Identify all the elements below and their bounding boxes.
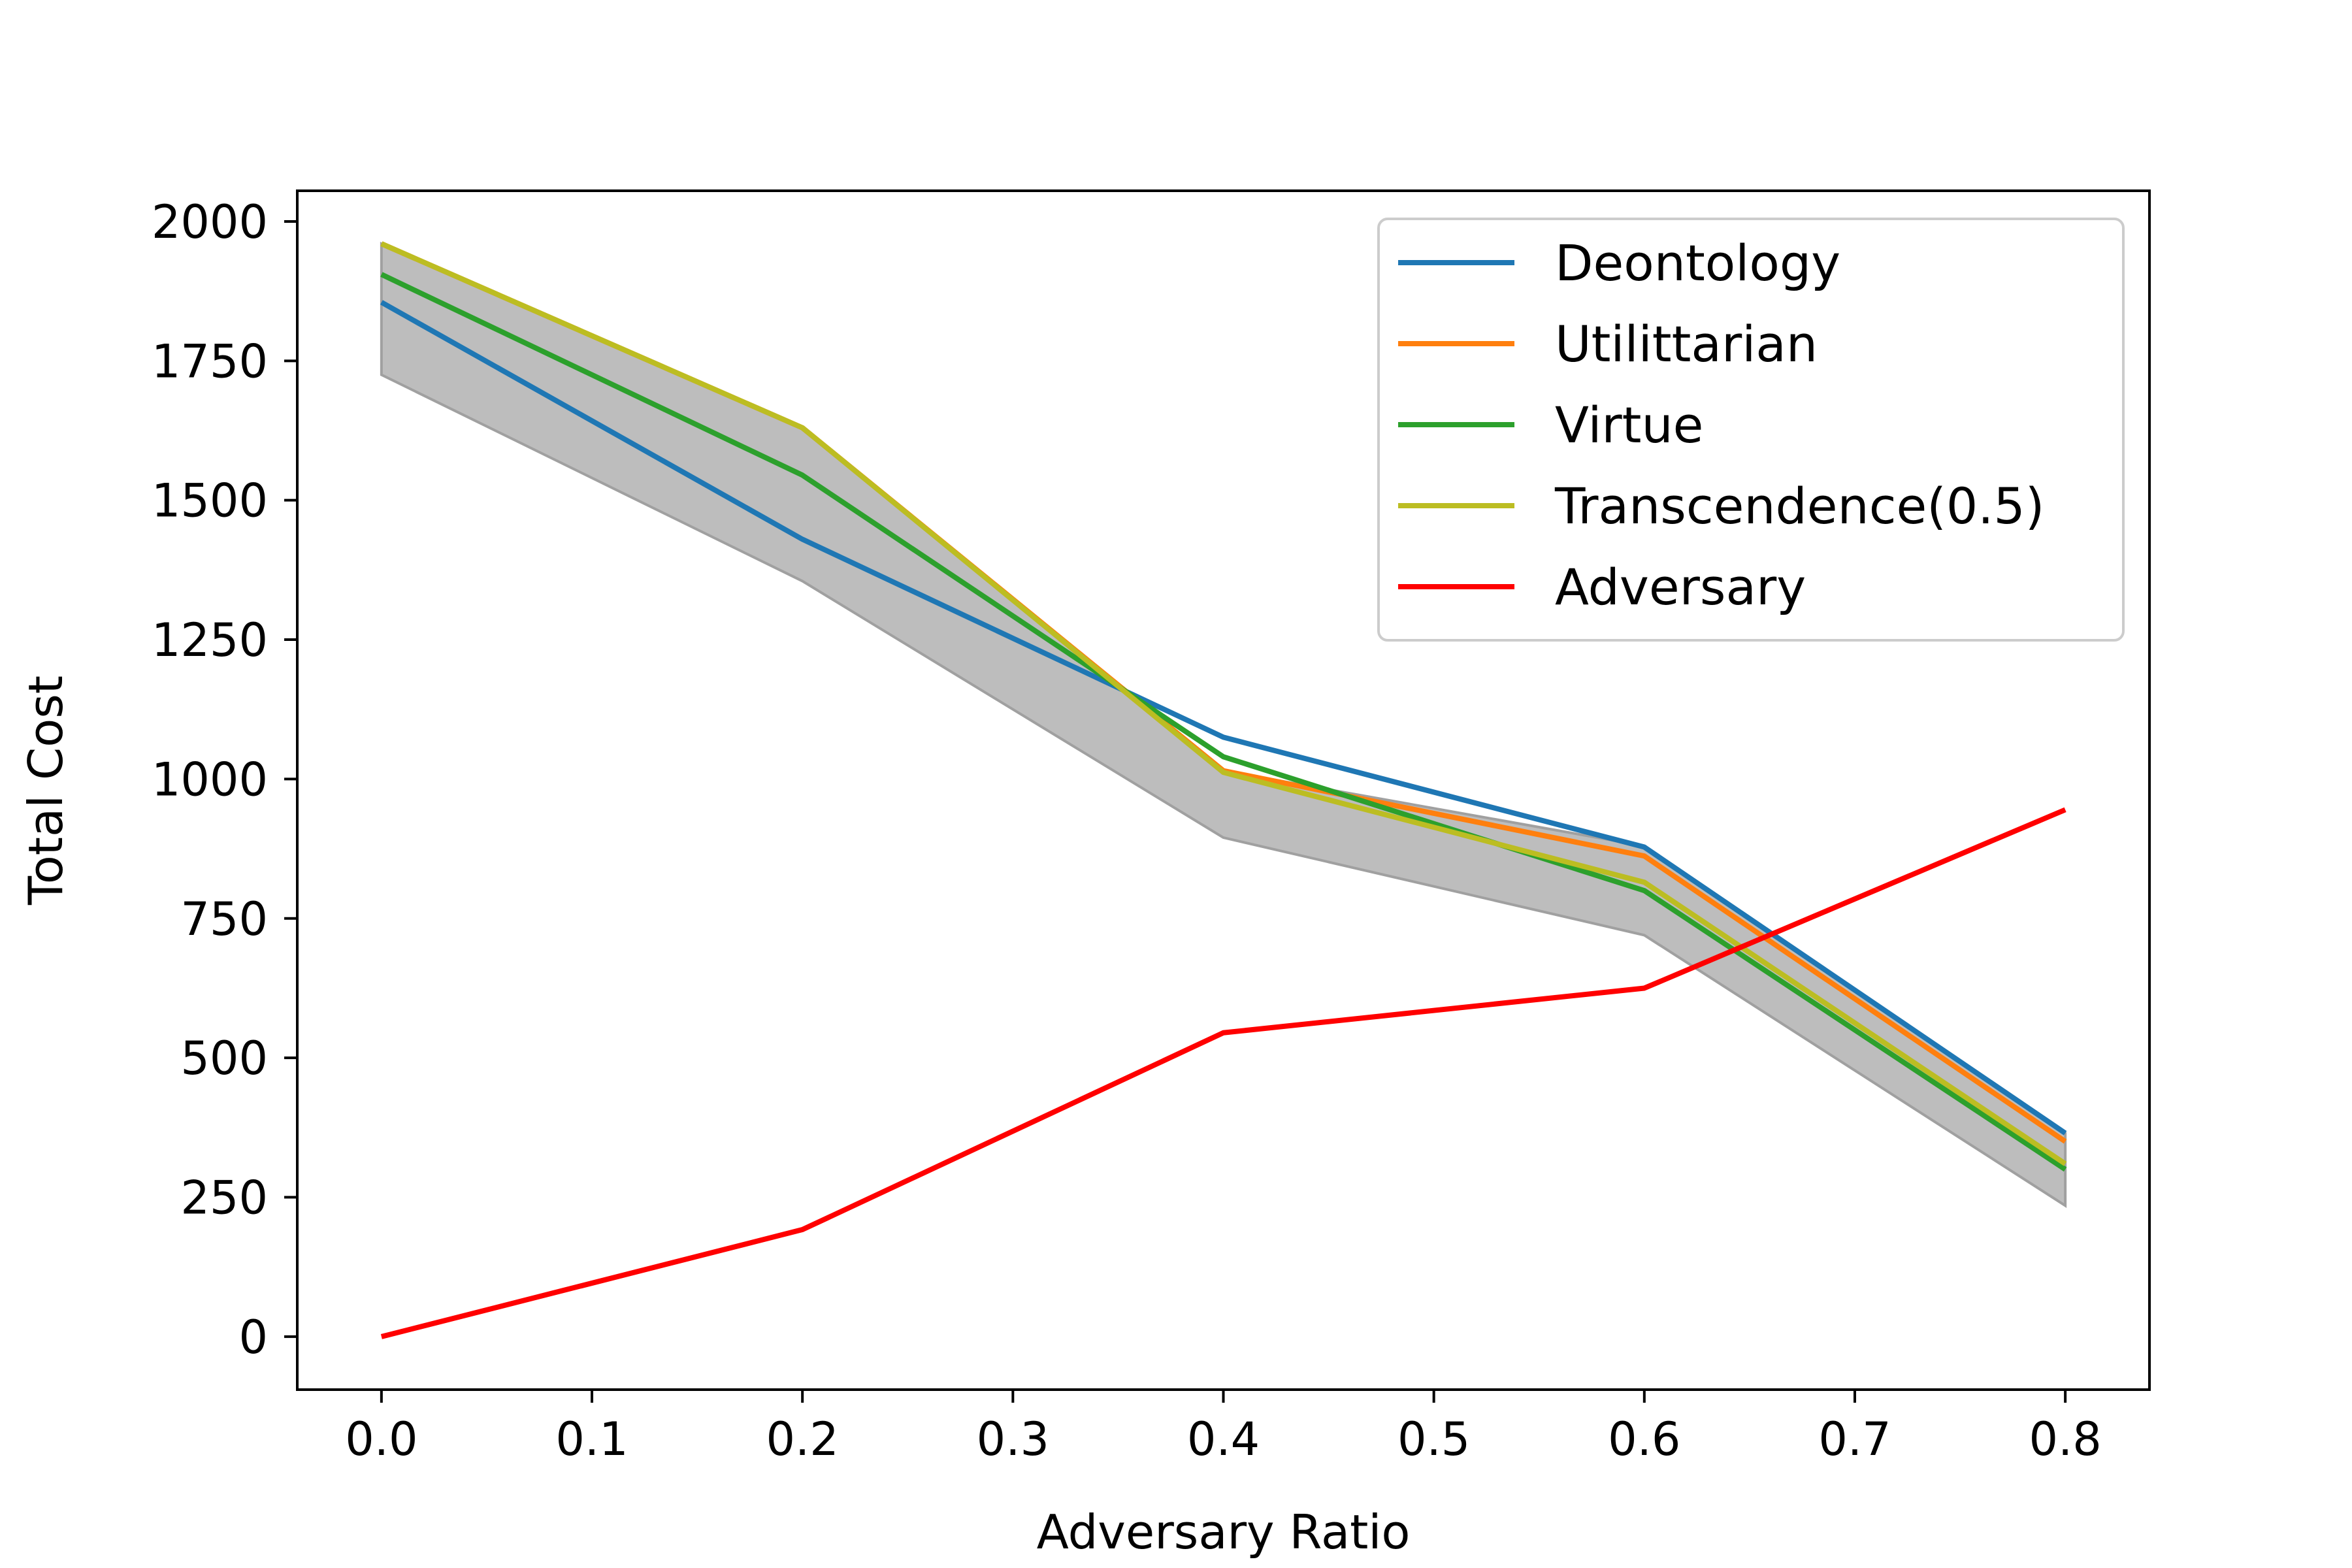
x-tick-label: 0.5 bbox=[1397, 1413, 1470, 1466]
series-line-2 bbox=[380, 272, 2067, 1172]
y-tick-label: 0 bbox=[238, 1311, 268, 1364]
plot-area bbox=[380, 241, 2067, 1339]
legend-label-1: Utilittarian bbox=[1555, 315, 1818, 373]
y-tick-label: 1000 bbox=[152, 753, 268, 806]
y-tick-label: 1750 bbox=[152, 335, 268, 388]
x-tick-label: 0.6 bbox=[1608, 1413, 1680, 1466]
legend-label-0: Deontology bbox=[1555, 234, 1840, 292]
legend-label-2: Virtue bbox=[1555, 396, 1703, 454]
y-axis-label: Total Cost bbox=[18, 676, 73, 906]
x-tick-label: 0.2 bbox=[766, 1413, 839, 1466]
x-axis-label: Adversary Ratio bbox=[1037, 1505, 1411, 1560]
y-tick-label: 750 bbox=[180, 892, 268, 946]
y-tick-label: 500 bbox=[180, 1032, 268, 1085]
x-tick-label: 0.3 bbox=[977, 1413, 1049, 1466]
series-line-0 bbox=[380, 300, 2067, 1135]
series-line-3 bbox=[380, 241, 2067, 1166]
legend-label-3: Transcendence(0.5) bbox=[1554, 477, 2044, 535]
x-tick-label: 0.1 bbox=[555, 1413, 628, 1466]
x-tick-label: 0.0 bbox=[345, 1413, 417, 1466]
axes: 0.0 0.1 0.2 0.3 0.4 0.5 0.6 0.7 0.8 0 250 500 750 100… bbox=[18, 189, 2151, 1560]
y-tick-label: 2000 bbox=[152, 195, 268, 249]
x-tick-label: 0.4 bbox=[1187, 1413, 1260, 1466]
legend-box bbox=[1377, 218, 2125, 642]
x-tick-label: 0.8 bbox=[2029, 1413, 2101, 1466]
y-tick-label: 1500 bbox=[152, 474, 268, 528]
y-tick-label: 250 bbox=[180, 1171, 268, 1225]
x-tick-label: 0.7 bbox=[1818, 1413, 1891, 1466]
legend: Deontology Utilittarian Virtue Transcendenc… bbox=[1377, 218, 2125, 642]
series-line-4 bbox=[380, 807, 2066, 1339]
y-tick-label: 1250 bbox=[152, 613, 268, 667]
legend-label-4: Adversary bbox=[1555, 558, 1806, 616]
